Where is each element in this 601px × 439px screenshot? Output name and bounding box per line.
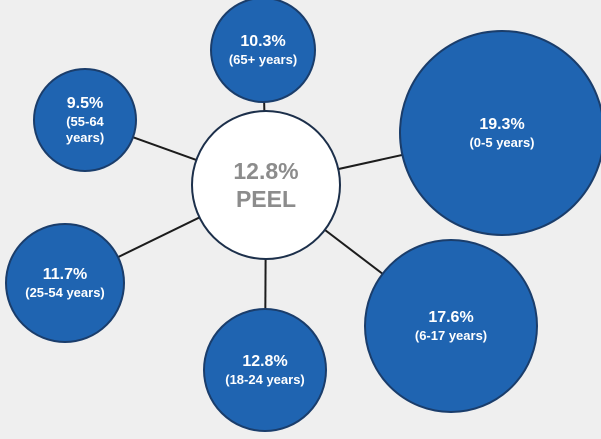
bubble: 17.6% (6-17 years) [364,239,538,413]
value-label: 17.6% [428,309,474,326]
category-label: (18-24 years) [225,372,305,387]
bubble: 10.3% (65+ years) [210,0,316,103]
category-label: (6-17 years) [414,328,488,343]
bubble: 9.5% (55-64 years) [33,68,137,172]
bubble: 11.7% (25-54 years) [5,223,125,343]
center-value: 12.8% [233,158,299,184]
center-bubble: 12.8% PEEL [191,110,341,260]
bubble: 12.8% (18-24 years) [203,308,327,432]
category-label: (55-64 years) [65,114,105,145]
category-label: (25-54 years) [25,285,105,300]
center-label: PEEL [235,186,297,212]
value-label: 12.8% [242,353,288,370]
value-label: 11.7% [42,266,88,283]
bubble: 19.3% (0-5 years) [399,30,601,236]
value-label: 10.3% [240,33,286,50]
value-label: 9.5% [66,95,104,112]
category-label: (65+ years) [228,52,298,67]
value-label: 19.3% [479,116,525,133]
category-label: (0-5 years) [469,135,535,150]
